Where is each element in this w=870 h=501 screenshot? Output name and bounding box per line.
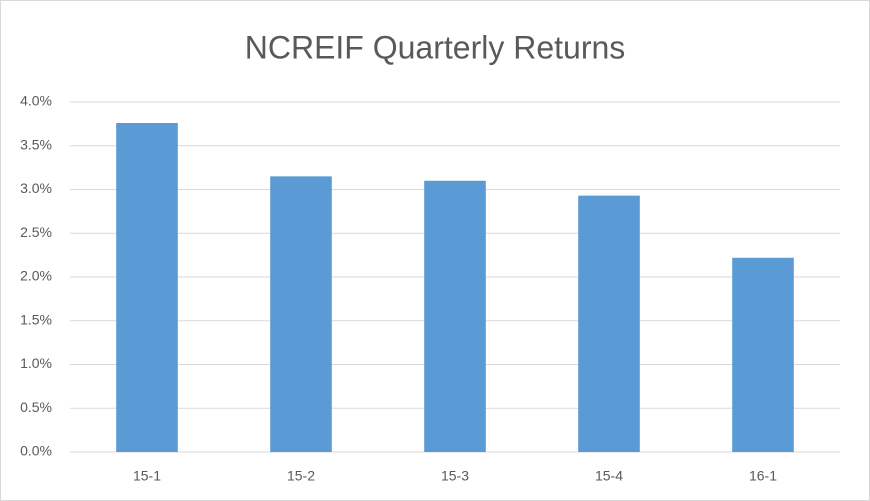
bar	[732, 257, 794, 452]
x-tick-label: 15-1	[133, 468, 161, 484]
bar	[116, 123, 178, 452]
x-tick-label: 15-2	[287, 468, 315, 484]
y-tick-label: 4.0%	[20, 93, 52, 109]
y-tick-label: 2.5%	[20, 224, 52, 240]
y-tick-label: 0.0%	[20, 443, 52, 459]
y-tick-label: 1.5%	[20, 311, 52, 327]
bar	[578, 195, 640, 452]
y-tick-label: 0.5%	[20, 399, 52, 415]
y-tick-label: 3.5%	[20, 136, 52, 152]
y-tick-label: 3.0%	[20, 180, 52, 196]
chart-title: NCREIF Quarterly Returns	[245, 29, 626, 65]
x-tick-label: 15-3	[441, 468, 469, 484]
bar	[424, 180, 486, 452]
y-tick-label: 1.0%	[20, 355, 52, 371]
x-tick-label: 16-1	[749, 468, 777, 484]
x-tick-label: 15-4	[595, 468, 623, 484]
y-tick-label: 2.0%	[20, 268, 52, 284]
bar	[270, 176, 332, 452]
